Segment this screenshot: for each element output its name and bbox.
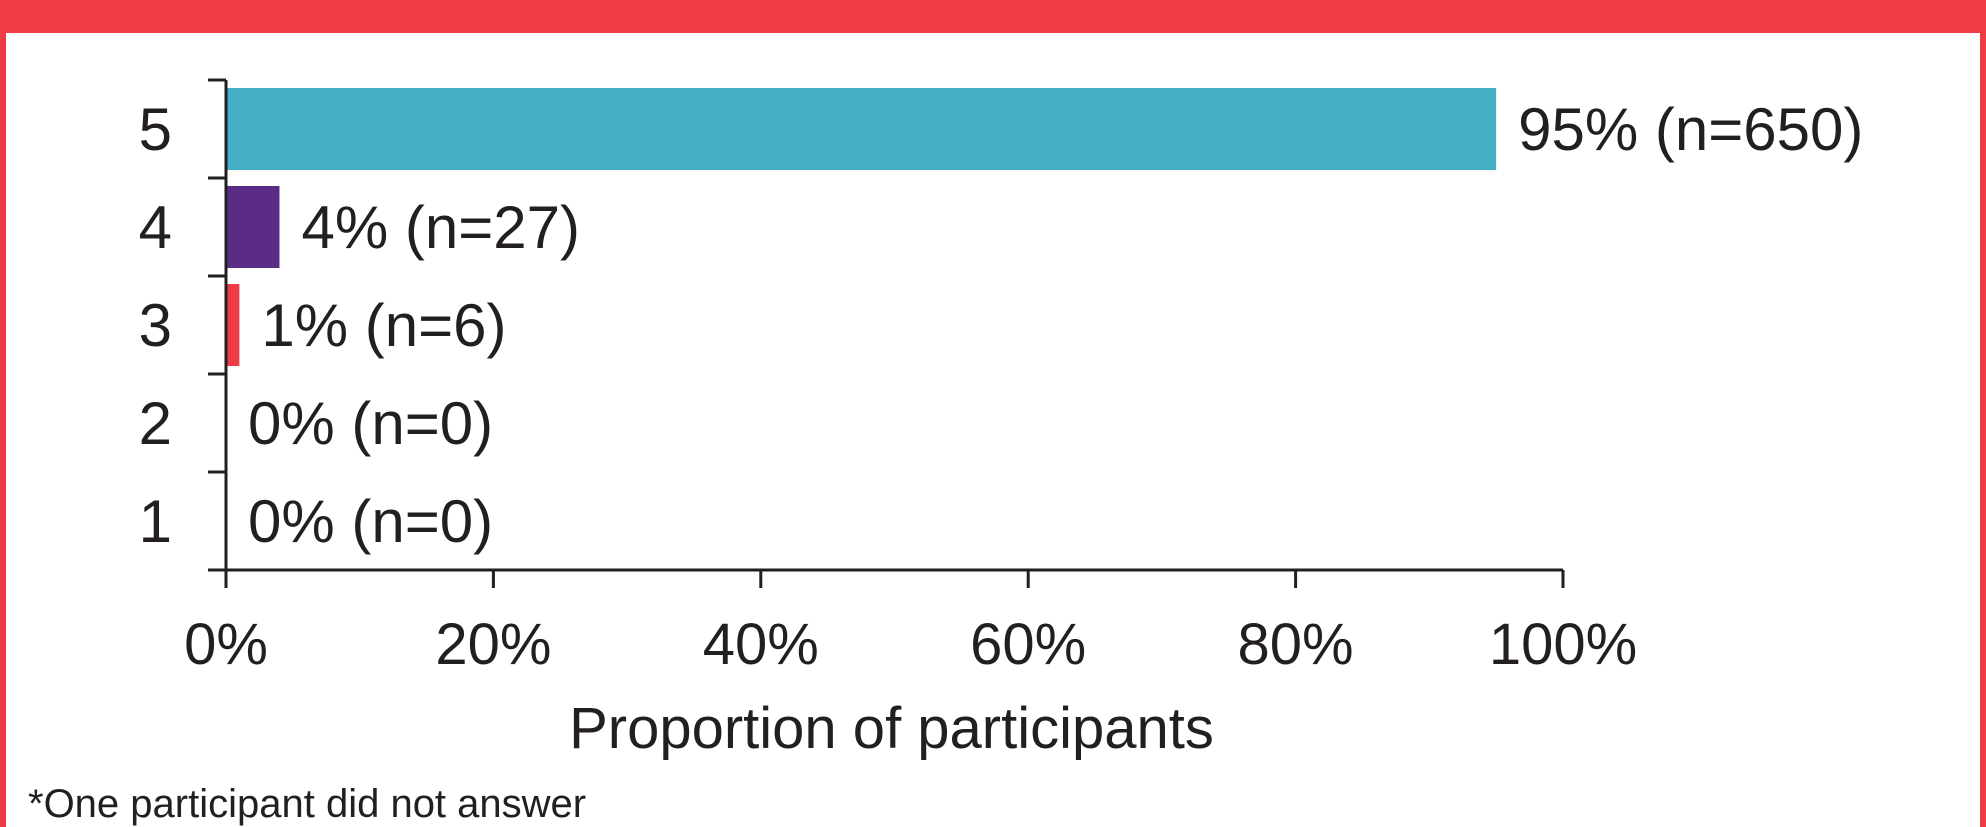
- y-tick-label-5: 5: [139, 96, 172, 163]
- y-tick-label-2: 2: [139, 390, 172, 457]
- data-label-2: 0% (n=0): [248, 390, 493, 457]
- x-tick-label: 80%: [1238, 612, 1354, 677]
- x-tick-label: 20%: [435, 612, 551, 677]
- data-label-3: 1% (n=6): [261, 292, 506, 359]
- data-label-4: 4% (n=27): [301, 194, 579, 261]
- y-tick-label-4: 4: [139, 194, 172, 261]
- x-axis-title: Proportion of participants: [569, 696, 1214, 761]
- axes-layer: [208, 78, 1565, 588]
- bar-4: [226, 186, 280, 268]
- x-tick-label: 60%: [970, 612, 1086, 677]
- x-tick-label: 0%: [184, 612, 268, 677]
- labels-layer: 5 95% (n=650) 4 4% (n=27) 3 1% (n=6) 2 0% (n=0)…: [139, 96, 1864, 677]
- bar-3: [226, 284, 240, 366]
- footnote: *One participant did not answer: [28, 782, 587, 826]
- data-label-1: 0% (n=0): [248, 488, 493, 555]
- x-tick-label: 40%: [703, 612, 819, 677]
- x-tick-label: 100%: [1489, 612, 1637, 677]
- bar-5: [226, 88, 1497, 170]
- bars-layer: [226, 88, 1497, 366]
- y-tick-label-3: 3: [139, 292, 172, 359]
- y-tick-label-1: 1: [139, 488, 172, 555]
- data-label-5: 95% (n=650): [1518, 96, 1863, 163]
- header-bar: [0, 0, 1986, 33]
